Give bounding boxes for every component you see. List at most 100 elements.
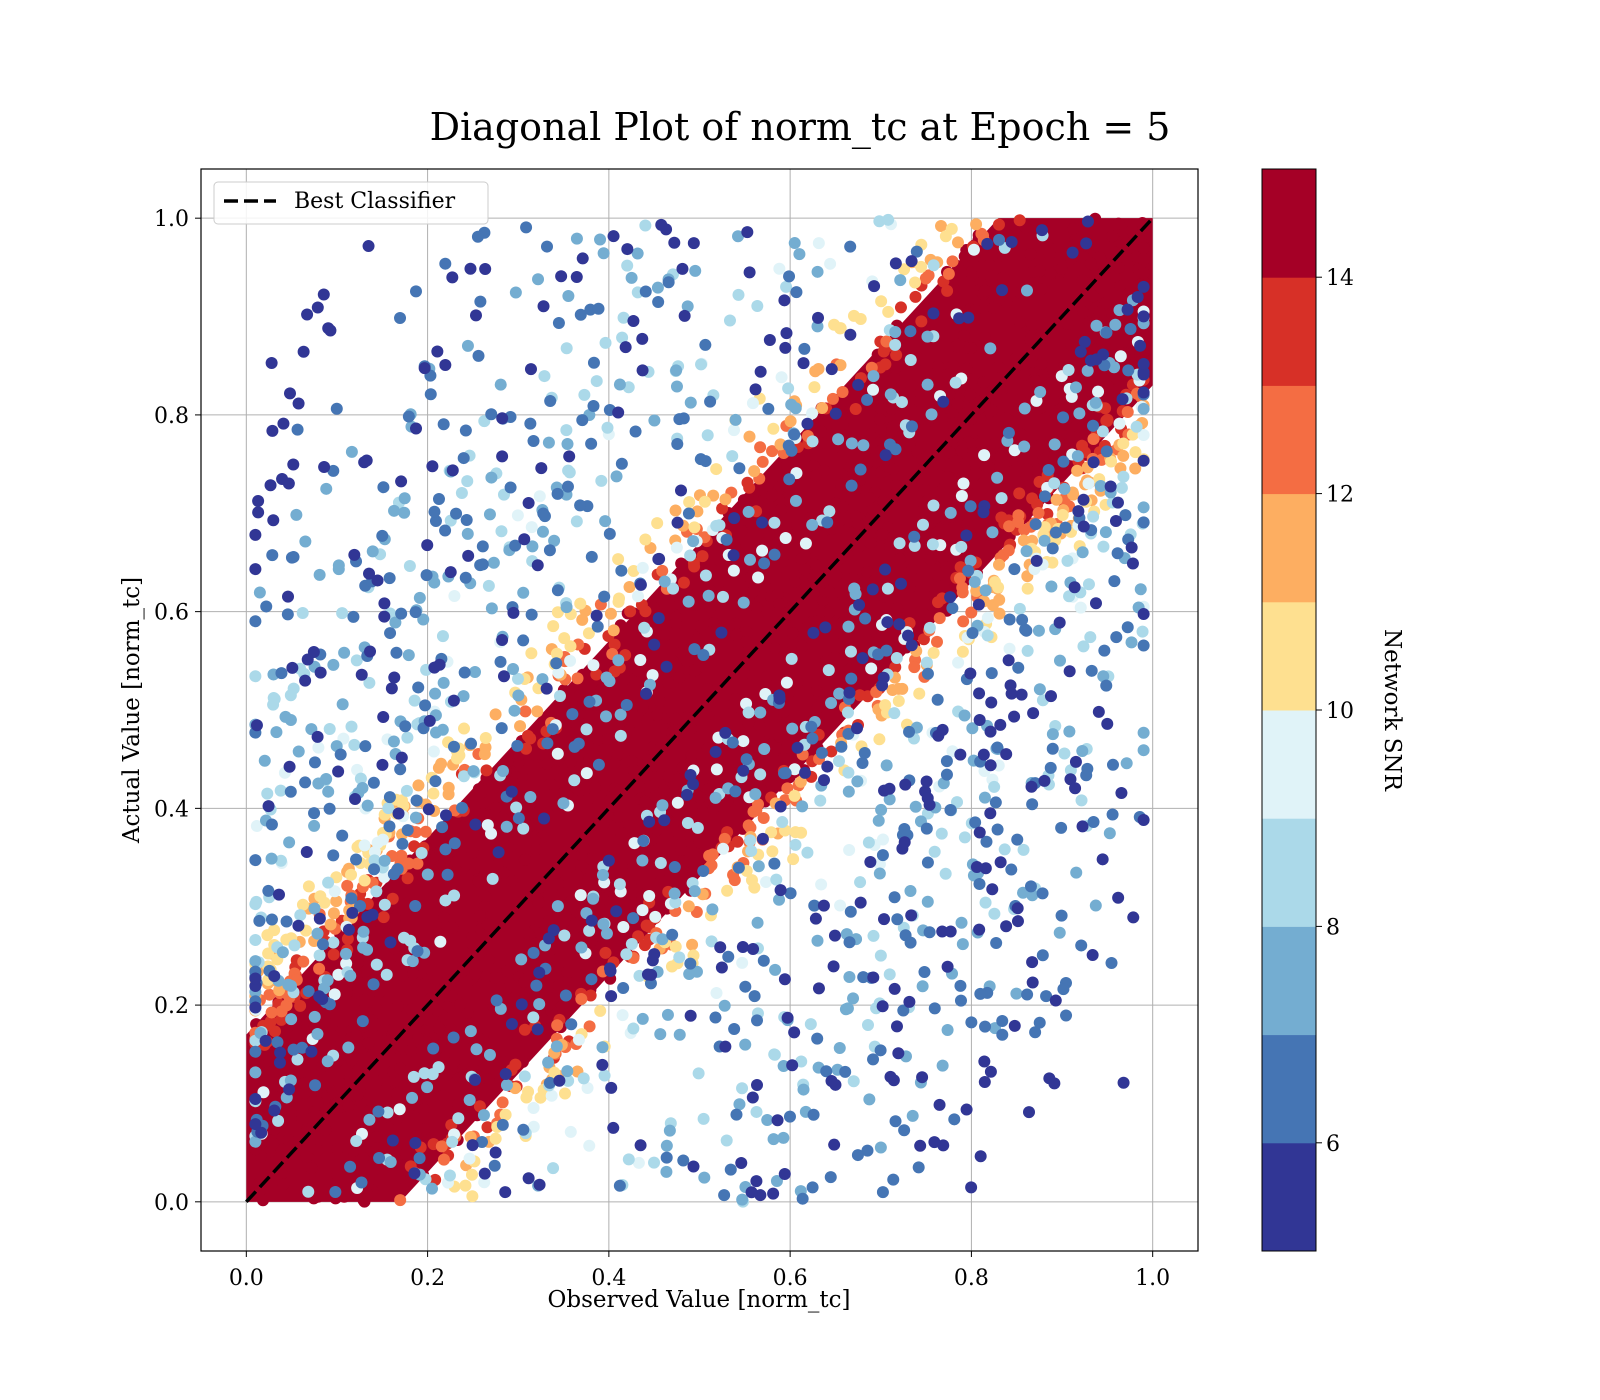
scatter-point [973, 826, 986, 839]
scatter-point [940, 755, 953, 768]
scatter-point [505, 1018, 518, 1031]
scatter-point [658, 629, 671, 642]
scatter-point [631, 247, 644, 260]
x-tick-label: 1.0 [1135, 1266, 1170, 1291]
scatter-point [311, 1144, 324, 1157]
scatter-point [1063, 725, 1076, 738]
scatter-point [280, 915, 293, 928]
scatter-point [910, 245, 923, 258]
scatter-point [824, 1171, 837, 1184]
scatter-point [889, 1115, 902, 1128]
scatter-point [686, 748, 699, 761]
scatter-point [993, 607, 1006, 620]
scatter-point [697, 865, 710, 878]
scatter-point [892, 682, 905, 695]
scatter-point [311, 730, 324, 743]
scatter-point [1060, 1009, 1073, 1022]
scatter-point [621, 259, 634, 272]
scatter-point [459, 571, 472, 584]
scatter-point [290, 1029, 303, 1042]
scatter-point [387, 1023, 400, 1036]
scatter-point [777, 555, 790, 568]
scatter-point [1033, 439, 1046, 452]
scatter-point [991, 471, 1004, 484]
scatter-point [634, 654, 647, 667]
scatter-point [400, 784, 413, 797]
scatter-point [592, 733, 605, 746]
scatter-point [1125, 224, 1138, 237]
scatter-point [564, 654, 577, 667]
scatter-point [699, 338, 712, 351]
scatter-point [854, 896, 867, 909]
scatter-point [1092, 705, 1105, 718]
scatter-point [905, 909, 918, 922]
scatter-point [249, 528, 262, 541]
scatter-point [735, 1156, 748, 1169]
scatter-point [527, 435, 540, 448]
scatter-point [631, 664, 644, 677]
scatter-point [941, 1023, 954, 1036]
scatter-point [388, 671, 401, 684]
scatter-point [616, 1009, 629, 1022]
scatter-point [291, 423, 304, 436]
scatter-point [863, 1093, 876, 1106]
scatter-point [421, 1081, 434, 1094]
scatter-point [684, 1009, 697, 1022]
scatter-point [538, 370, 551, 383]
scatter-point [683, 496, 696, 509]
scatter-point [655, 218, 668, 231]
scatter-point [627, 315, 640, 328]
scatter-point [614, 729, 627, 742]
scatter-point [680, 655, 693, 668]
scatter-point [1049, 526, 1062, 539]
scatter-point [1062, 363, 1075, 376]
scatter-point [313, 912, 326, 925]
scatter-point [930, 635, 943, 648]
scatter-point [1096, 853, 1109, 866]
scatter-point [292, 745, 305, 758]
scatter-point [511, 672, 524, 685]
scatter-point [1089, 597, 1102, 610]
scatter-point [615, 564, 628, 577]
scatter-point [472, 875, 485, 888]
scatter-point [1066, 246, 1079, 259]
scatter-point [496, 1096, 509, 1109]
scatter-point [851, 630, 864, 643]
scatter-point [815, 746, 828, 759]
scatter-point [774, 884, 787, 897]
scatter-point [259, 1034, 272, 1047]
scatter-point [794, 775, 807, 788]
colorbar-segment [1262, 710, 1316, 819]
scatter-point [883, 968, 896, 981]
scatter-point [1024, 880, 1037, 893]
colorbar-segment [1262, 818, 1316, 927]
scatter-point [1053, 654, 1066, 667]
scatter-point [461, 475, 474, 488]
scatter-point [1027, 707, 1040, 720]
scatter-point [760, 876, 773, 889]
scatter-point [833, 755, 846, 768]
scatter-point [729, 785, 742, 798]
scatter-point [774, 800, 787, 813]
scatter-point [981, 611, 994, 624]
scatter-point [372, 1105, 385, 1118]
scatter-point [888, 371, 901, 384]
y-tick-label: 0.8 [154, 404, 189, 429]
scatter-point [1117, 470, 1130, 483]
scatter-point [391, 1000, 404, 1013]
scatter-point [1011, 902, 1024, 915]
scatter-point [807, 1108, 820, 1121]
scatter-point [783, 270, 796, 283]
colorbar [1261, 168, 1317, 1252]
scatter-point [810, 615, 823, 628]
scatter-point [489, 1146, 502, 1159]
scatter-point [395, 607, 408, 620]
scatter-point [797, 1083, 810, 1096]
scatter-point [429, 514, 442, 527]
plot-area [200, 168, 1199, 1252]
scatter-point [763, 528, 776, 541]
scatter-point [425, 963, 438, 976]
scatter-point [490, 994, 503, 1007]
scatter-point [1137, 608, 1150, 621]
scatter-point [439, 359, 452, 372]
